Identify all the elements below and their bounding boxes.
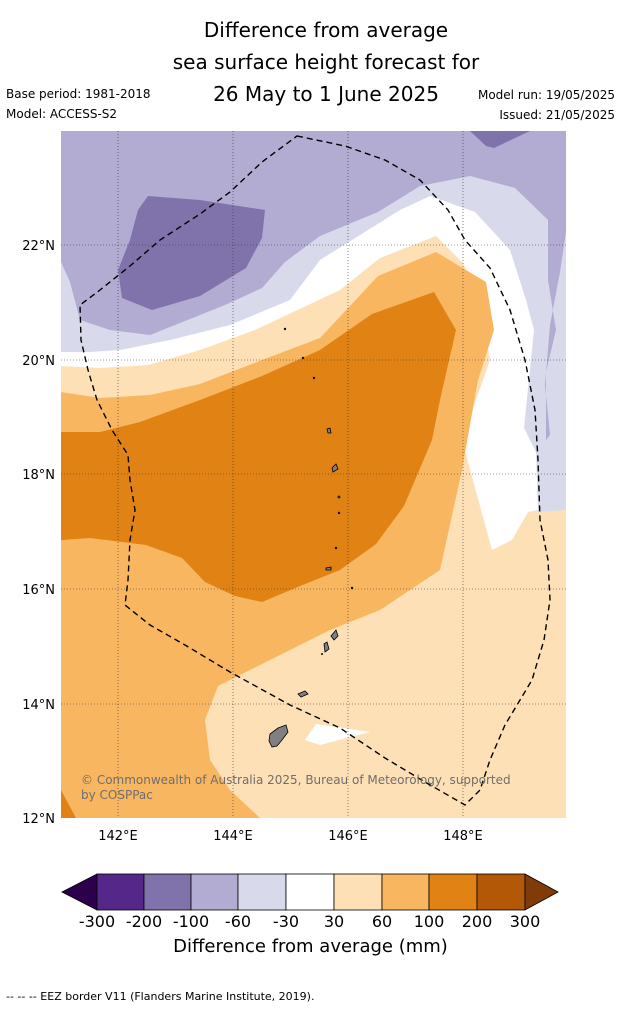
colorbar-bin-4	[237, 873, 287, 911]
colorbar-label-200: 200	[462, 912, 493, 931]
island-small-5	[301, 356, 305, 360]
colorbar-bin-2	[143, 873, 192, 911]
island-guam	[268, 724, 289, 748]
island-small-1	[337, 495, 341, 499]
islands-marianas	[268, 327, 354, 748]
title-line-2: sea surface height forecast for	[172, 50, 480, 74]
eez-legend: -- -- -- EEZ border V11 (Flanders Marine…	[6, 990, 315, 1003]
colorbar-bin-5	[285, 873, 335, 911]
island-small-3	[334, 546, 338, 550]
copyright-line-2: by COSPPac	[81, 788, 153, 802]
contour-fill-layer	[61, 131, 566, 818]
colorbar-bin-1	[96, 873, 145, 911]
colorbar-label-60: 60	[372, 912, 392, 931]
island-saipan	[330, 629, 339, 641]
island-small-2	[337, 511, 341, 515]
island-rota	[297, 690, 309, 698]
model-label: Model: ACCESS-S2	[6, 107, 118, 121]
colorbar-label-minus100: -100	[173, 912, 209, 931]
island-small-6	[312, 376, 316, 380]
colorbar-bin-7	[381, 873, 430, 911]
lat-tick-12n: 12°N	[22, 812, 55, 827]
lon-tick-148e: 148°E	[443, 829, 483, 844]
lon-tick-142e: 142°E	[98, 829, 138, 844]
eez-border	[79, 135, 551, 806]
island-small-7	[283, 327, 287, 331]
contour-minus100-minus200-ne	[470, 131, 530, 148]
colorbar-label-minus300: -300	[79, 912, 115, 931]
colorbar	[61, 873, 559, 911]
colorbar-label-minus200: -200	[126, 912, 162, 931]
colorbar-label-100: 100	[414, 912, 445, 931]
colorbar-label-300: 300	[510, 912, 541, 931]
title-line-3: 26 May to 1 June 2025	[213, 82, 439, 106]
lon-tick-144e: 144°E	[213, 829, 253, 844]
island-small-8	[320, 653, 323, 656]
colorbar-label-minus60: -60	[225, 912, 251, 931]
colorbar-label-30: 30	[324, 912, 344, 931]
island-pagan	[331, 463, 339, 473]
lat-tick-20n: 20°N	[22, 354, 55, 369]
lat-tick-22n: 22°N	[22, 239, 55, 254]
colorbar-bin-8	[428, 873, 478, 911]
lon-tick-146e: 146°E	[328, 829, 368, 844]
colorbar-extend-high	[524, 873, 559, 911]
island-anatahan	[325, 566, 332, 571]
contour-neutral-patch	[305, 724, 370, 745]
island-small-4	[350, 586, 354, 590]
island-alamagan	[326, 427, 332, 434]
colorbar-bin-6	[333, 873, 383, 911]
contour-200-300	[61, 790, 76, 818]
colorbar-extend-low	[61, 873, 98, 911]
contour-100-200	[61, 292, 456, 602]
colorbar-bin-9	[476, 873, 526, 911]
island-tinian	[323, 641, 330, 653]
model-run-label: Model run: 19/05/2025	[477, 88, 615, 102]
contour-minus100-minus200	[118, 196, 265, 310]
colorbar-bin-3	[190, 873, 239, 911]
colorbar-title: Difference from average (mm)	[173, 936, 448, 957]
base-period-label: Base period: 1981-2018	[6, 87, 151, 101]
map-title: Difference from average sea surface heig…	[0, 14, 621, 110]
lat-tick-18n: 18°N	[22, 468, 55, 483]
gridlines	[61, 131, 566, 818]
colorbar-label-minus30: -30	[273, 912, 299, 931]
lat-tick-14n: 14°N	[22, 698, 55, 713]
lat-tick-16n: 16°N	[22, 583, 55, 598]
title-line-1: Difference from average	[203, 18, 449, 42]
issued-label: Issued: 21/05/2025	[499, 108, 615, 122]
copyright-line-1: © Commonwealth of Australia 2025, Bureau…	[81, 773, 511, 787]
